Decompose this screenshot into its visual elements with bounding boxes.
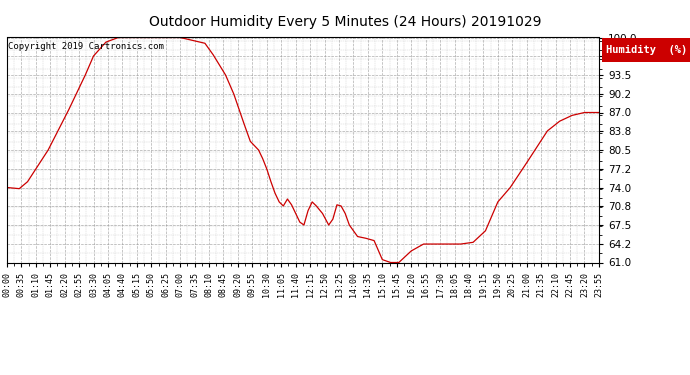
Text: Copyright 2019 Cartronics.com: Copyright 2019 Cartronics.com (8, 42, 164, 51)
Text: Outdoor Humidity Every 5 Minutes (24 Hours) 20191029: Outdoor Humidity Every 5 Minutes (24 Hou… (149, 15, 541, 29)
Text: Humidity  (%): Humidity (%) (606, 45, 687, 55)
